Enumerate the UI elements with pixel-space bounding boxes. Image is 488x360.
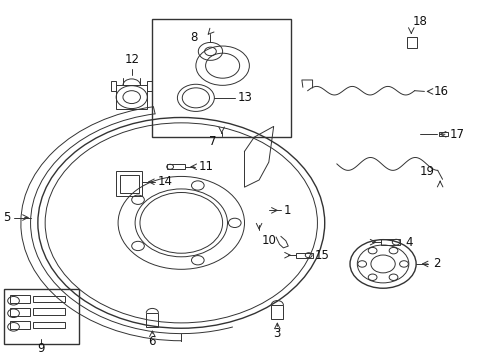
Bar <box>380 239 399 245</box>
Text: 8: 8 <box>189 31 197 44</box>
Bar <box>111 81 116 91</box>
Bar <box>4 289 79 344</box>
Bar <box>147 81 152 91</box>
Bar <box>166 164 185 169</box>
Bar <box>438 132 447 136</box>
Text: 2: 2 <box>432 257 440 270</box>
Bar <box>33 322 64 328</box>
Bar <box>116 85 147 109</box>
Text: 14: 14 <box>157 175 172 188</box>
Text: 7: 7 <box>209 135 216 148</box>
Bar <box>152 19 290 137</box>
Text: 12: 12 <box>124 53 139 66</box>
Text: 19: 19 <box>419 165 434 177</box>
Bar <box>271 305 283 319</box>
Bar <box>119 175 138 193</box>
Bar <box>10 296 30 303</box>
Text: 16: 16 <box>433 85 448 98</box>
Text: 11: 11 <box>198 160 213 173</box>
Text: 6: 6 <box>148 335 156 348</box>
Text: 4: 4 <box>404 236 411 249</box>
Bar <box>33 296 64 302</box>
Bar <box>146 313 158 327</box>
Text: 10: 10 <box>261 234 276 247</box>
Bar <box>116 171 142 196</box>
Bar <box>295 252 312 258</box>
Text: 17: 17 <box>449 128 464 141</box>
Bar <box>33 308 64 315</box>
Text: 15: 15 <box>314 249 329 262</box>
Text: 13: 13 <box>237 91 252 104</box>
Bar <box>10 321 30 329</box>
Text: 5: 5 <box>3 211 11 224</box>
Bar <box>407 37 416 48</box>
Text: 3: 3 <box>273 327 281 340</box>
Text: 1: 1 <box>283 204 290 217</box>
Text: 18: 18 <box>411 15 426 28</box>
Bar <box>10 308 30 316</box>
Text: 9: 9 <box>38 342 45 355</box>
